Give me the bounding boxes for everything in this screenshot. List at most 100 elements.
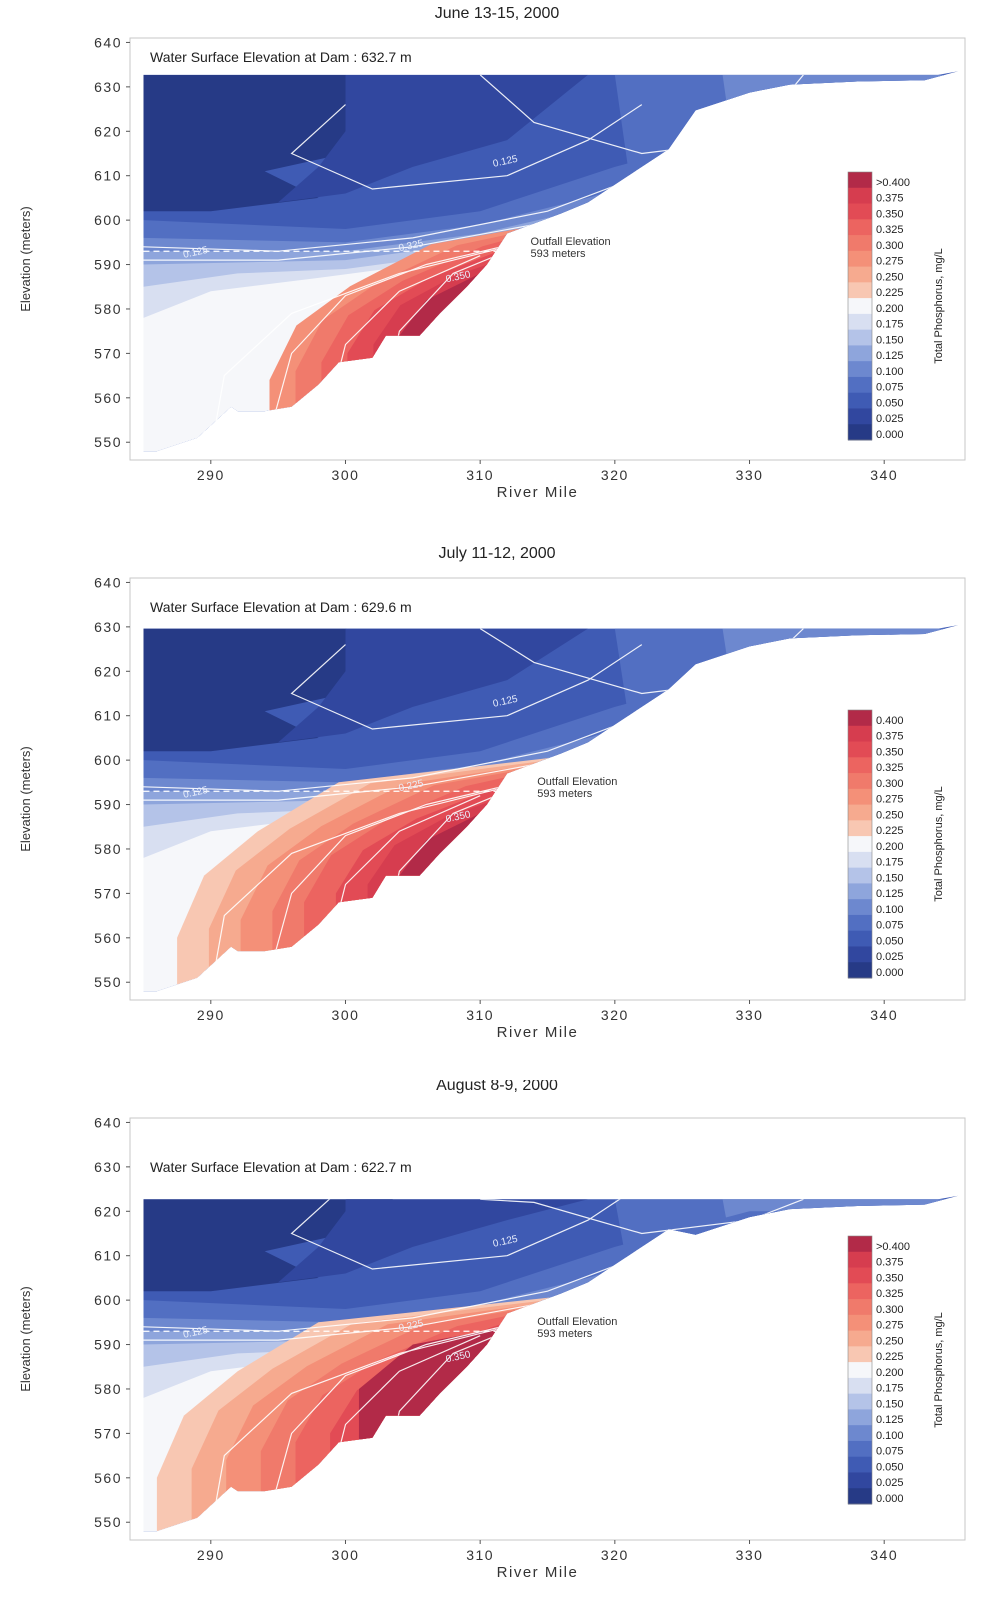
y-tick-label: 600 — [94, 212, 122, 228]
colorbar-label: 0.000 — [876, 1493, 904, 1505]
colorbar-label: 0.325 — [876, 1288, 904, 1300]
x-axis-label: River Mile — [497, 1024, 579, 1041]
colorbar-label: 0.075 — [876, 920, 904, 932]
colorbar-label: 0.250 — [876, 1335, 904, 1347]
y-tick-label: 590 — [94, 797, 122, 813]
contour-field — [143, 71, 959, 452]
outfall-label: Outfall Elevation — [537, 1316, 617, 1328]
colorbar-label: 0.025 — [876, 951, 904, 963]
colorbar-swatch — [848, 219, 872, 236]
colorbar-swatch — [848, 851, 872, 869]
y-tick-label: 570 — [94, 885, 122, 901]
colorbar-swatch — [848, 235, 872, 252]
colorbar-swatch — [848, 345, 872, 362]
colorbar-swatch — [848, 1440, 872, 1458]
colorbar-frame — [847, 1235, 873, 1505]
panel-title: August 8-9, 2000 — [436, 1080, 558, 1094]
colorbar-label: 0.175 — [876, 1383, 904, 1395]
y-tick-label: 550 — [94, 974, 122, 990]
y-tick-label: 560 — [94, 930, 122, 946]
colorbar-swatch — [848, 1299, 872, 1316]
colorbar-label: 0.300 — [876, 778, 904, 790]
y-tick-label: 630 — [94, 1159, 122, 1175]
y-tick-label: 580 — [94, 1381, 122, 1397]
colorbar-label: 0.400 — [876, 715, 904, 727]
colorbar-swatch — [848, 1377, 872, 1395]
y-tick-label: 580 — [94, 841, 122, 857]
colorbar-label: 0.125 — [876, 888, 904, 900]
colorbar-label: 0.375 — [876, 193, 904, 205]
colorbar-label: 0.225 — [876, 1351, 904, 1363]
water-surface-annotation: Water Surface Elevation at Dam : 622.7 m — [150, 1159, 412, 1175]
colorbar-swatch — [848, 1409, 872, 1426]
colorbar-swatch — [848, 804, 872, 821]
colorbar-swatch — [848, 788, 872, 806]
x-tick-label: 340 — [870, 1007, 898, 1023]
x-axis-label: River Mile — [497, 484, 579, 501]
colorbar-label: 0.325 — [876, 762, 904, 774]
x-tick-label: 290 — [197, 467, 225, 483]
colorbar-label: 0.000 — [876, 967, 904, 979]
colorbar-label: 0.175 — [876, 857, 904, 869]
colorbar-label: 0.275 — [876, 1320, 904, 1332]
colorbar-label: 0.025 — [876, 1477, 904, 1489]
contour-label: 0.125 — [492, 694, 519, 710]
colorbar-label: 0.350 — [876, 746, 904, 758]
colorbar-swatch — [848, 266, 872, 283]
colorbar-frame — [847, 171, 873, 441]
x-tick-label: 340 — [870, 1547, 898, 1563]
y-axis-label: Elevation (meters) — [18, 746, 33, 851]
colorbar-swatch — [848, 313, 872, 331]
colorbar-swatch — [848, 946, 872, 963]
y-tick-label: 590 — [94, 1337, 122, 1353]
contour-label: 0.350 — [445, 1349, 472, 1365]
y-tick-label: 630 — [94, 79, 122, 95]
colorbar-swatch — [848, 899, 872, 916]
colorbar-swatch — [848, 392, 872, 409]
colorbar-swatch — [848, 773, 872, 790]
colorbar-frame — [847, 709, 873, 979]
x-tick-label: 330 — [736, 1007, 764, 1023]
water-surface-annotation: Water Surface Elevation at Dam : 629.6 m — [150, 599, 412, 615]
y-tick-label: 570 — [94, 1425, 122, 1441]
contour-label: 0.350 — [445, 269, 472, 285]
colorbar-swatch — [848, 1362, 872, 1379]
colorbar-label: 0.150 — [876, 1398, 904, 1410]
outfall-label: 593 meters — [537, 788, 593, 800]
plot-frame — [129, 577, 966, 1001]
y-tick-label: 600 — [94, 1292, 122, 1308]
contour-field — [143, 625, 959, 992]
colorbar-label: 0.150 — [876, 872, 904, 884]
colorbar-swatch — [848, 836, 872, 853]
x-tick-label: 300 — [332, 1547, 360, 1563]
y-tick-label: 560 — [94, 390, 122, 406]
colorbar-label: 0.100 — [876, 904, 904, 916]
y-tick-label: 620 — [94, 663, 122, 679]
colorbar-swatch — [848, 408, 872, 425]
colorbar-label: 0.200 — [876, 303, 904, 315]
y-tick-label: 610 — [94, 1248, 122, 1264]
y-tick-label: 640 — [94, 34, 122, 50]
water-surface-annotation: Water Surface Elevation at Dam : 632.7 m — [150, 49, 412, 65]
colorbar-label: 0.050 — [876, 935, 904, 947]
colorbar-label: 0.000 — [876, 429, 904, 441]
x-tick-label: 290 — [197, 1547, 225, 1563]
outfall-label: 593 meters — [537, 1328, 593, 1340]
colorbar-label: 0.175 — [876, 319, 904, 331]
phosphorus-panel-2: 0.125 0.125 0.225 0.350 July 11-12, 2000 Wate… — [18, 545, 966, 1041]
colorbar-swatch — [848, 710, 872, 727]
y-tick-label: 630 — [94, 619, 122, 635]
y-tick-label: 620 — [94, 123, 122, 139]
x-tick-label: 330 — [736, 467, 764, 483]
y-tick-label: 580 — [94, 301, 122, 317]
y-axis-label: Elevation (meters) — [18, 1286, 33, 1391]
x-axis-label: River Mile — [497, 1564, 579, 1581]
contour-label: 0.350 — [445, 809, 472, 825]
colorbar-label: 0.300 — [876, 240, 904, 252]
colorbar-title: Total Phosphorus, mg/L — [933, 786, 945, 902]
contour-label: 0.225 — [398, 778, 425, 794]
y-tick-label: 550 — [94, 1514, 122, 1530]
colorbar-swatch — [848, 187, 872, 205]
x-tick-label: 310 — [466, 1547, 494, 1563]
